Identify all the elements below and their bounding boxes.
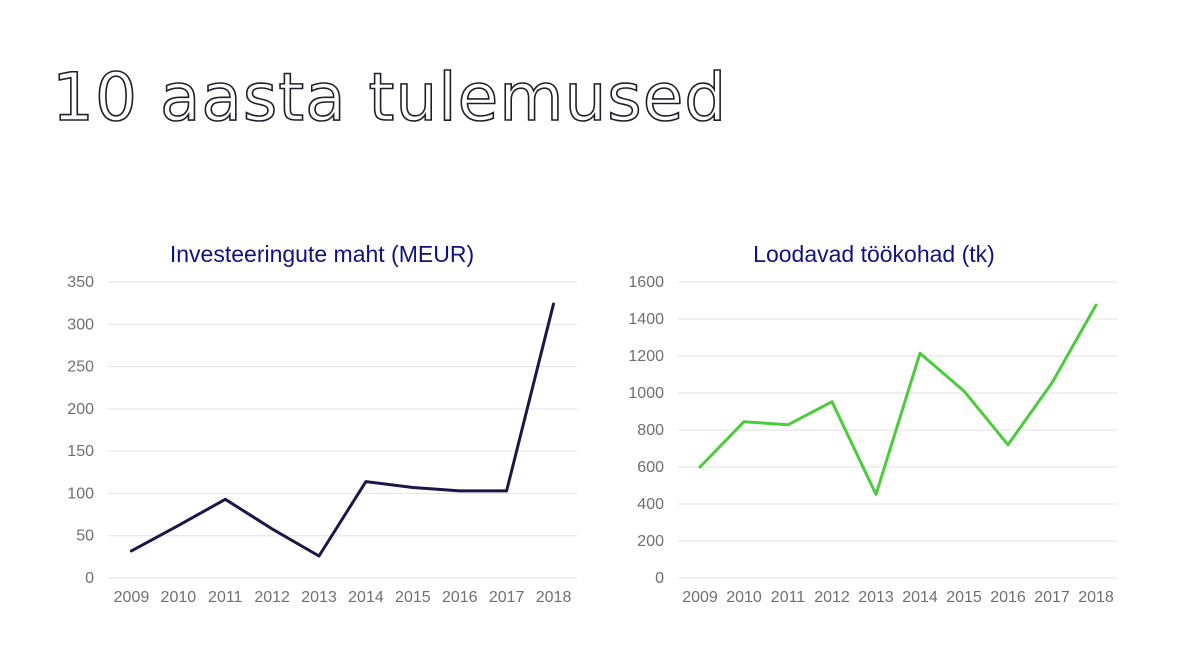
series-line-investments-0 — [129, 302, 555, 558]
data-point — [918, 352, 922, 355]
y-tick-label: 1200 — [628, 348, 664, 365]
data-point — [552, 302, 555, 306]
data-point — [411, 486, 415, 489]
data-point — [698, 465, 702, 469]
x-tick-label: 2012 — [814, 589, 850, 606]
x-tick-label: 2011 — [208, 589, 243, 606]
x-tick-label: 2018 — [1078, 589, 1114, 606]
y-tick-label: 350 — [67, 274, 94, 291]
y-tick-label: 200 — [67, 401, 94, 418]
y-axis-jobs: 0 200 400 600 800 1000 1200 1400 1600 — [628, 274, 664, 587]
data-point — [317, 554, 321, 558]
x-tick-label: 2018 — [536, 589, 572, 606]
chart-title-jobs: Loodavad töökohad (tk) — [753, 241, 995, 267]
x-tick-label: 2014 — [902, 589, 938, 606]
y-axis-investments: 0 50 100 150 200 250 300 350 — [67, 274, 94, 587]
series-investments — [129, 302, 555, 558]
data-point — [786, 423, 790, 427]
chart-jobs: Loodavad töökohad (tk) 0 200 400 600 800 1000… — [628, 241, 1118, 606]
data-point — [1094, 303, 1098, 307]
x-tick-label: 2009 — [114, 589, 150, 606]
gridlines-jobs — [678, 281, 1118, 579]
x-tick-label: 2014 — [348, 589, 384, 606]
y-tick-label: 800 — [637, 422, 664, 439]
y-tick-label: 1600 — [628, 274, 664, 291]
y-tick-label: 50 — [76, 528, 94, 545]
series-line-jobs-0 — [698, 303, 1098, 496]
x-tick-label: 2017 — [1034, 589, 1070, 606]
data-point — [505, 489, 508, 493]
y-tick-label: 1400 — [628, 311, 664, 328]
data-point — [177, 524, 180, 527]
gridlines-investments — [108, 281, 577, 579]
x-tick-label: 2015 — [946, 589, 982, 606]
data-point — [130, 549, 133, 553]
x-tick-label: 2013 — [301, 589, 337, 606]
x-tick-label: 2013 — [858, 589, 894, 606]
x-tick-label: 2010 — [726, 589, 762, 606]
y-tick-label: 1000 — [628, 385, 664, 402]
x-tick-label: 2016 — [442, 589, 478, 606]
x-axis-jobs: 2009 2010 2011 2012 2013 2014 2015 2016 2017 2018 — [682, 589, 1114, 606]
x-tick-label: 2017 — [489, 589, 525, 606]
series-jobs — [698, 303, 1098, 496]
x-tick-label: 2010 — [161, 589, 197, 606]
chart-title-investments: Investeeringute maht (MEUR) — [170, 241, 474, 267]
y-tick-label: 200 — [637, 533, 664, 550]
data-point — [742, 420, 746, 423]
chart-investments: Investeeringute maht (MEUR) 0 50 100 150 200… — [67, 241, 577, 606]
y-tick-label: 300 — [67, 316, 94, 333]
x-tick-label: 2015 — [395, 589, 431, 606]
data-point — [270, 527, 274, 531]
data-point — [364, 480, 368, 483]
y-tick-label: 600 — [637, 459, 664, 476]
x-tick-label: 2011 — [771, 589, 806, 606]
y-tick-label: 0 — [85, 570, 94, 587]
y-tick-label: 100 — [67, 485, 94, 502]
x-tick-label: 2012 — [254, 589, 290, 606]
data-point — [1050, 381, 1054, 385]
data-point — [874, 493, 878, 496]
x-axis-investments: 2009 2010 2011 2012 2013 2014 2015 2016 2017 2018 — [114, 589, 572, 606]
x-tick-label: 2009 — [682, 589, 718, 606]
y-tick-label: 0 — [655, 570, 664, 587]
data-point — [962, 389, 966, 393]
data-point — [458, 489, 461, 493]
data-point — [224, 498, 227, 501]
data-point — [830, 400, 834, 403]
page-title: 10 aasta tulemused — [51, 58, 728, 137]
y-tick-label: 150 — [67, 443, 94, 460]
y-tick-label: 250 — [67, 359, 94, 376]
data-point — [1006, 443, 1010, 446]
y-tick-label: 400 — [637, 496, 664, 513]
x-tick-label: 2016 — [990, 589, 1026, 606]
